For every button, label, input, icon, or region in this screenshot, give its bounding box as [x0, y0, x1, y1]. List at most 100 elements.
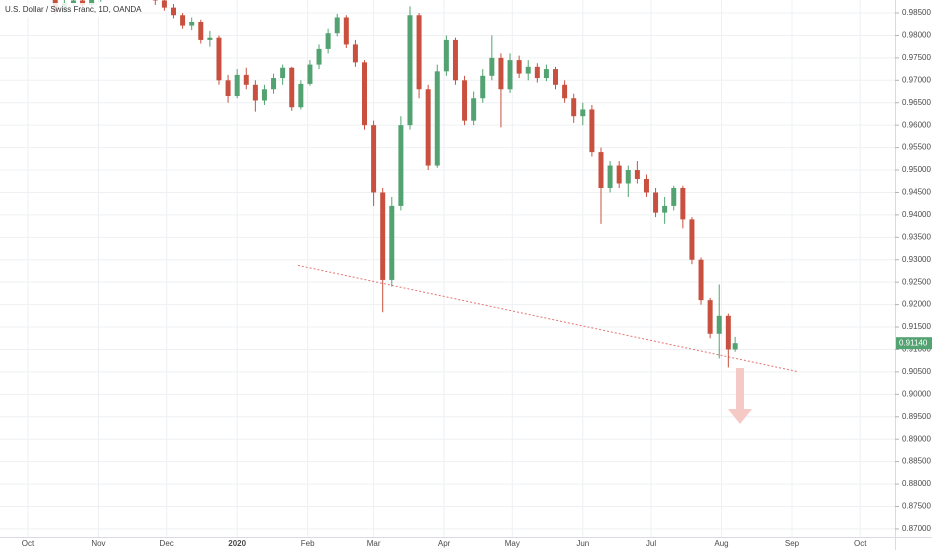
candle-body	[598, 152, 604, 188]
candle-body	[334, 17, 340, 34]
candle-body	[189, 21, 195, 26]
candle-body	[643, 179, 649, 193]
candle-body	[307, 64, 313, 84]
candle-body	[298, 83, 304, 108]
y-tick-label: 0.92500	[902, 277, 931, 286]
axes: 0.87000 0.87500 0.88000 0.88500 0.89000 0.895…	[22, 8, 932, 548]
candle-body	[580, 109, 586, 117]
candle-body	[607, 165, 613, 188]
y-tick-label: 0.98000	[902, 31, 931, 40]
y-tick-label: 0.90500	[902, 367, 931, 376]
candle-body	[243, 74, 249, 85]
y-tick-label: 0.89500	[902, 412, 931, 421]
y-tick-label: 0.91500	[902, 322, 931, 331]
y-tick-label: 0.97000	[902, 75, 931, 84]
y-tick-label: 0.87000	[902, 524, 931, 533]
down-arrow	[728, 368, 752, 424]
candle-body	[452, 39, 458, 81]
x-tick-label: Aug	[714, 539, 728, 548]
candle-body	[325, 33, 331, 49]
candle-body	[371, 125, 377, 193]
candle-body	[525, 66, 531, 74]
y-tick-label: 0.87500	[902, 502, 931, 511]
candle-body	[271, 78, 277, 90]
title-backdrop	[0, 3, 126, 17]
y-tick-label: 0.98500	[902, 8, 931, 17]
candle-body	[534, 66, 540, 79]
candle-body	[198, 21, 204, 40]
candle-body	[562, 84, 568, 99]
candle-body	[289, 67, 295, 108]
y-tick-label: 0.94000	[902, 210, 931, 219]
candle-body	[225, 80, 231, 97]
candle-body	[207, 37, 213, 40]
x-tick-label: Dec	[160, 539, 174, 548]
candle-body	[80, 0, 86, 5]
candle-body	[425, 89, 431, 166]
candle-body	[170, 7, 176, 16]
candle-body	[553, 69, 559, 85]
candle-body	[343, 17, 349, 45]
y-tick-label: 0.92000	[902, 300, 931, 309]
candle-body	[707, 300, 713, 334]
plot-area	[52, 0, 798, 372]
y-tick-label: 0.90000	[902, 389, 931, 398]
candle-body	[716, 315, 722, 334]
x-tick-label: Apr	[438, 539, 451, 548]
candle-body	[434, 71, 440, 166]
candle-body	[252, 84, 258, 101]
y-tick-label: 0.97500	[902, 53, 931, 62]
candle-body	[443, 39, 449, 72]
x-tick-label: Oct	[854, 539, 867, 548]
y-tick-label: 0.96500	[902, 98, 931, 107]
candle-body	[161, 0, 167, 8]
candle-body	[543, 69, 549, 79]
candle-body	[70, 0, 76, 4]
candle-body	[389, 205, 395, 280]
y-tick-label: 0.88000	[902, 479, 931, 488]
candle-body	[689, 219, 695, 260]
candle-body	[280, 67, 286, 79]
candle-body	[89, 0, 95, 5]
y-tick-label: 0.93500	[902, 232, 931, 241]
candle-body	[489, 57, 495, 76]
candle-body	[180, 15, 186, 26]
candle-body	[680, 187, 686, 220]
candle-body	[634, 170, 640, 179]
candle-body	[471, 98, 477, 121]
candle-body	[398, 125, 404, 206]
last-price-box	[896, 337, 932, 350]
candle-body	[234, 74, 240, 97]
x-tick-label: Jun	[576, 539, 589, 548]
x-tick-label: Jul	[646, 539, 656, 548]
y-tick-label: 0.95500	[902, 143, 931, 152]
candle-body	[507, 60, 513, 90]
y-tick-label: 0.88500	[902, 457, 931, 466]
y-tick-label: 0.94500	[902, 188, 931, 197]
chart-title: U.S. Dollar / Swiss Franc, 1D, OANDA	[5, 5, 142, 14]
candle-body	[671, 187, 677, 206]
y-tick-label: 0.93000	[902, 255, 931, 264]
trendline	[297, 264, 798, 372]
candle-body	[216, 37, 222, 81]
candle-body	[480, 75, 486, 99]
candle-body	[732, 343, 738, 350]
x-tick-label: Feb	[301, 539, 315, 548]
x-tick-label: 2020	[228, 539, 246, 548]
x-tick-label: May	[505, 539, 520, 548]
candle-body	[407, 15, 413, 126]
candle-body	[516, 60, 522, 74]
candle-body	[261, 89, 267, 101]
candle-body	[698, 259, 704, 301]
candle-body	[571, 98, 577, 117]
candle-body	[462, 80, 468, 121]
candle-body	[662, 205, 668, 213]
candle-body	[316, 48, 322, 65]
arrow-shaft	[736, 368, 744, 410]
candle-body	[616, 165, 622, 184]
candle-body	[362, 62, 368, 126]
candle-body	[352, 44, 358, 63]
candle-body	[589, 109, 595, 153]
